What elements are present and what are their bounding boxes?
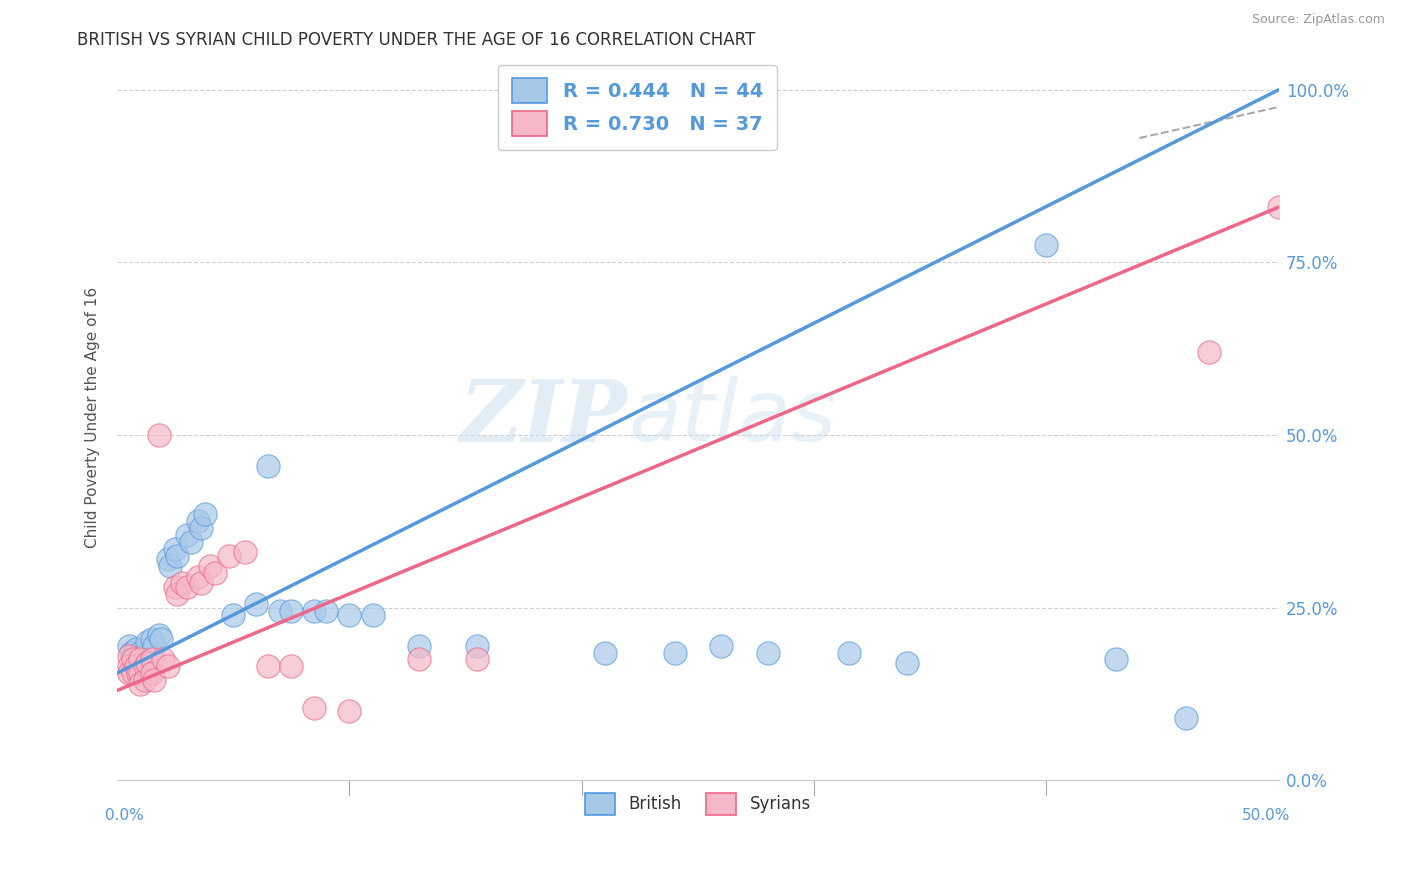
Point bbox=[337, 607, 360, 622]
Point bbox=[1268, 200, 1291, 214]
Point bbox=[838, 646, 860, 660]
Point bbox=[180, 535, 202, 549]
Point bbox=[166, 587, 188, 601]
Point bbox=[122, 652, 145, 666]
Point bbox=[198, 559, 221, 574]
Point bbox=[129, 652, 152, 666]
Point bbox=[165, 541, 187, 556]
Point bbox=[245, 597, 267, 611]
Point bbox=[465, 652, 488, 666]
Point bbox=[204, 566, 226, 581]
Point bbox=[896, 656, 918, 670]
Point bbox=[141, 632, 163, 646]
Point bbox=[1174, 711, 1197, 725]
Point bbox=[664, 646, 686, 660]
Y-axis label: Child Poverty Under the Age of 16: Child Poverty Under the Age of 16 bbox=[86, 287, 100, 549]
Point bbox=[122, 666, 145, 681]
Point bbox=[257, 659, 280, 673]
Point bbox=[159, 559, 181, 574]
Point bbox=[280, 659, 302, 673]
Point bbox=[141, 652, 163, 666]
Point bbox=[187, 514, 209, 528]
Point bbox=[304, 700, 326, 714]
Point bbox=[136, 656, 159, 670]
Point bbox=[1198, 345, 1220, 359]
Text: ZIP: ZIP bbox=[460, 376, 628, 459]
Point bbox=[593, 646, 616, 660]
Point bbox=[465, 639, 488, 653]
Point bbox=[315, 604, 337, 618]
Text: 0.0%: 0.0% bbox=[105, 808, 143, 823]
Point bbox=[304, 604, 326, 618]
Point bbox=[124, 642, 146, 657]
Point bbox=[148, 428, 170, 442]
Point bbox=[148, 628, 170, 642]
Point bbox=[117, 666, 139, 681]
Point bbox=[710, 639, 733, 653]
Text: Source: ZipAtlas.com: Source: ZipAtlas.com bbox=[1251, 13, 1385, 27]
Point bbox=[361, 607, 384, 622]
Point bbox=[233, 545, 256, 559]
Legend: British, Syrians: British, Syrians bbox=[574, 781, 823, 826]
Point bbox=[222, 607, 245, 622]
Point bbox=[120, 646, 142, 660]
Point bbox=[136, 635, 159, 649]
Text: 50.0%: 50.0% bbox=[1241, 808, 1291, 823]
Point bbox=[129, 666, 152, 681]
Point bbox=[152, 652, 174, 666]
Point bbox=[187, 569, 209, 583]
Point bbox=[143, 639, 166, 653]
Point bbox=[134, 673, 156, 688]
Point bbox=[190, 521, 212, 535]
Point bbox=[176, 580, 198, 594]
Point bbox=[1105, 652, 1128, 666]
Point bbox=[170, 576, 193, 591]
Point bbox=[166, 549, 188, 563]
Point bbox=[756, 646, 779, 660]
Point bbox=[141, 666, 163, 681]
Point bbox=[194, 508, 217, 522]
Point bbox=[280, 604, 302, 618]
Point bbox=[129, 646, 152, 660]
Point bbox=[408, 639, 430, 653]
Point bbox=[131, 648, 153, 663]
Point bbox=[134, 652, 156, 666]
Point bbox=[157, 552, 180, 566]
Point bbox=[257, 458, 280, 473]
Point bbox=[269, 604, 291, 618]
Point bbox=[1035, 238, 1057, 252]
Point bbox=[117, 659, 139, 673]
Point bbox=[134, 659, 156, 673]
Point bbox=[124, 659, 146, 673]
Point bbox=[157, 659, 180, 673]
Point bbox=[143, 673, 166, 688]
Point bbox=[165, 580, 187, 594]
Text: BRITISH VS SYRIAN CHILD POVERTY UNDER THE AGE OF 16 CORRELATION CHART: BRITISH VS SYRIAN CHILD POVERTY UNDER TH… bbox=[77, 31, 755, 49]
Point bbox=[218, 549, 240, 563]
Point bbox=[176, 528, 198, 542]
Point bbox=[337, 704, 360, 718]
Point bbox=[117, 639, 139, 653]
Point bbox=[127, 652, 149, 666]
Point bbox=[150, 632, 173, 646]
Point bbox=[408, 652, 430, 666]
Point bbox=[190, 576, 212, 591]
Point bbox=[129, 676, 152, 690]
Point bbox=[117, 648, 139, 663]
Point bbox=[127, 666, 149, 681]
Point bbox=[122, 648, 145, 663]
Point bbox=[129, 652, 152, 666]
Text: atlas: atlas bbox=[628, 376, 837, 459]
